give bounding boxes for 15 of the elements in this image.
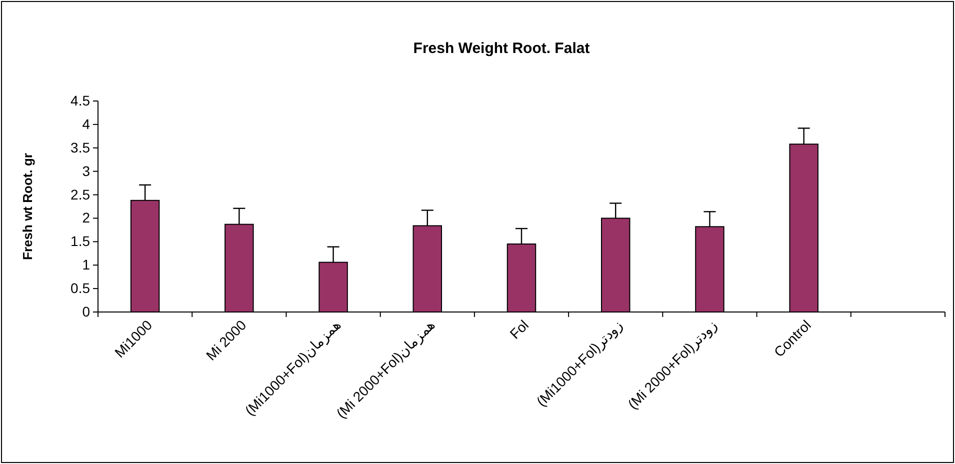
y-tick-label: 2.5 [70,186,90,202]
y-tick-label: 0.5 [70,280,90,296]
y-tick-label: 0 [82,303,90,320]
x-tick-label: (Mi1000+Fol)زودتر [533,316,626,410]
y-tick-label: 2 [82,210,90,226]
x-tick-label: Fol [506,316,532,342]
y-tick-label: 3 [82,162,90,179]
y-axis-title: Fresh wt Root. gr [20,153,35,260]
y-tick-label: 1 [82,256,90,273]
y-tick-label: 4.5 [70,92,90,108]
chart-title: Fresh Weight Root. Falat [413,40,590,57]
y-tick-label: 3.5 [70,139,90,156]
y-tick-label: 4 [82,116,90,132]
y-tick-label: 1.5 [70,233,90,250]
x-tick-label: (Mi 2000+Fol)زودتر [624,316,721,413]
